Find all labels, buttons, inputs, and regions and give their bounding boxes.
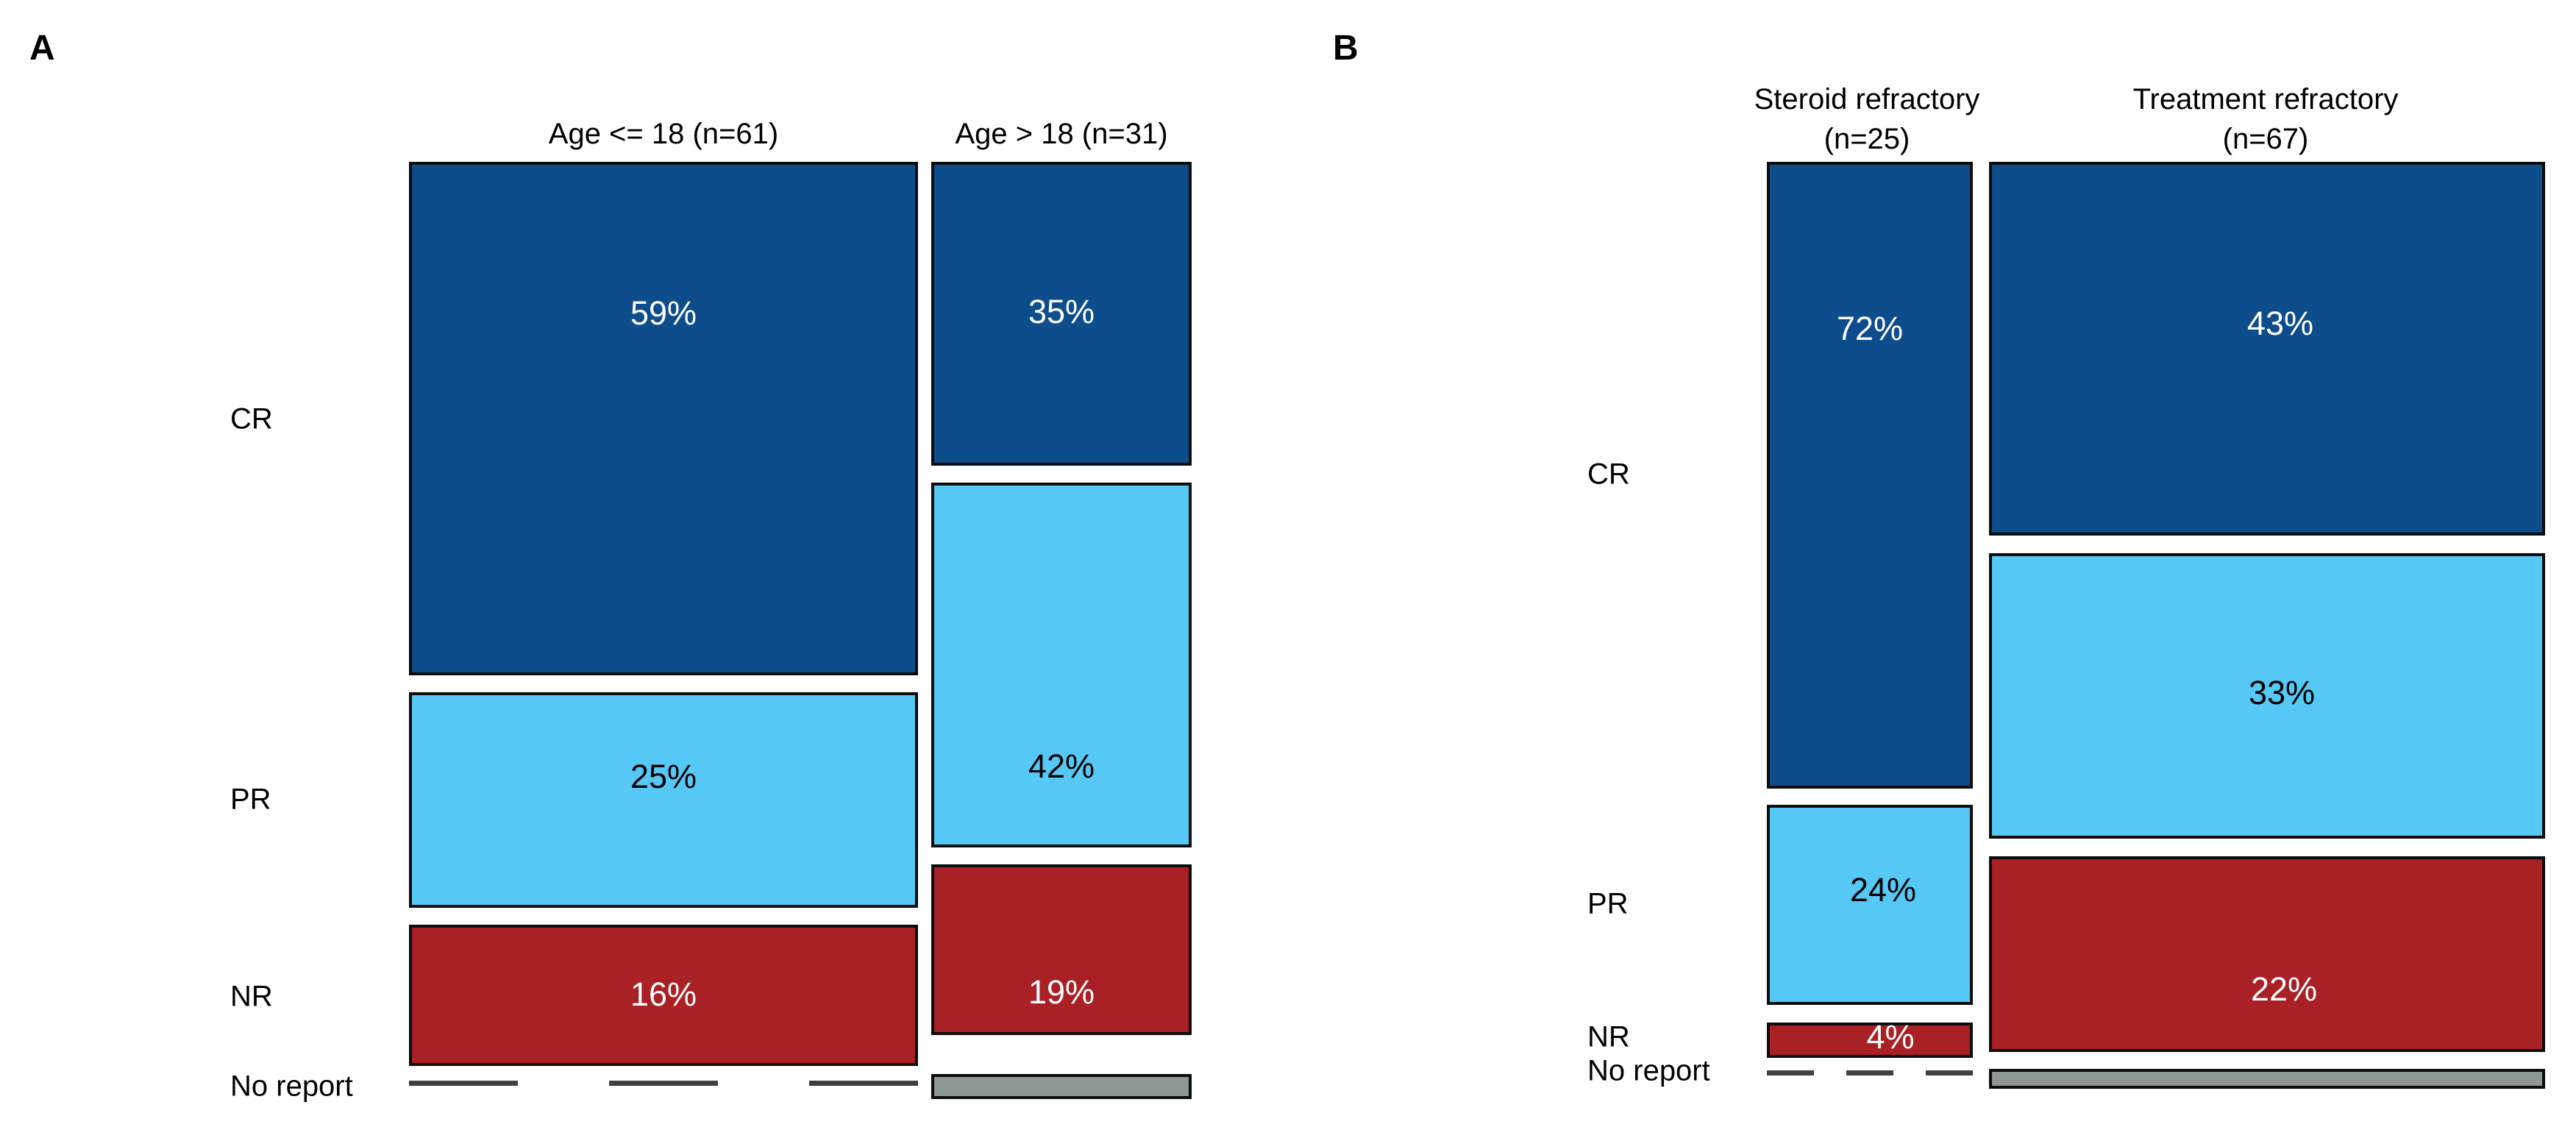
panel-a-letter: A [29,29,55,68]
row-label-cr-panel-b: CR [1587,458,1630,491]
row-label-nr-panel-a: NR [230,980,273,1013]
column-header-line: Steroid refractory [1754,83,1980,115]
column-header-age-le-18: Age <= 18 (n=61) [549,114,778,154]
segment-b-steroid-nr [1767,1023,1973,1058]
panel-b-letter: B [1333,29,1359,68]
percent-label-a-age-le18-pr: 25% [630,758,697,795]
no-report-dashed-line-a-age-le18 [409,1081,918,1086]
row-label-pr-panel-b: PR [1587,887,1629,920]
segment-b-treatment-pr [1989,553,2545,839]
row-label-pr-panel-a: PR [230,783,271,816]
percent-label-a-age-le18-cr: 59% [630,294,697,332]
no-report-gray-bar-b-treatment [1989,1069,2545,1089]
percent-label-a-age-le18-nr: 16% [630,975,697,1013]
percent-label-b-treatment-cr: 43% [2246,305,2314,342]
no-report-gray-bar-a-age-gt18 [931,1074,1192,1099]
row-label-no-report-panel-b: No report [1587,1054,1710,1087]
segment-a-age-gt18-pr [931,483,1192,847]
segment-b-steroid-cr [1767,162,1973,789]
percent-label-a-age-gt18-cr: 35% [1028,293,1095,330]
column-header-age-gt-18: Age > 18 (n=31) [955,114,1167,154]
percent-label-a-age-gt18-nr: 19% [1028,973,1095,1011]
segment-a-age-le18-cr [409,162,918,675]
no-report-dashed-line-b-steroid [1767,1070,1973,1076]
segment-b-treatment-cr [1989,162,2545,536]
percent-label-b-steroid-cr: 72% [1836,310,1904,347]
column-header-line: Age > 18 (n=31) [955,118,1168,150]
percent-label-b-treatment-nr: 22% [2250,970,2318,1008]
percent-label-a-age-gt18-pr: 42% [1028,747,1095,785]
segment-a-age-gt18-nr [931,864,1192,1035]
segment-a-age-le18-pr [409,692,918,908]
percent-label-b-steroid-pr: 24% [1849,871,1917,909]
segment-b-steroid-pr [1767,805,1973,1005]
percent-label-b-steroid-nr: 4% [1866,1018,1915,1056]
row-label-nr-panel-b: NR [1587,1020,1630,1053]
column-header-line: Age <= 18 (n=61) [548,118,779,150]
percent-label-b-treatment-pr: 33% [2248,674,2316,711]
row-label-cr-panel-a: CR [230,402,273,435]
segment-b-treatment-nr [1989,856,2545,1052]
segment-a-age-le18-nr [409,925,918,1066]
column-header-line: (n=67) [2222,123,2309,155]
segment-a-age-gt18-cr [931,162,1192,466]
column-header-line: (n=25) [1824,123,1910,155]
row-label-no-report-panel-a: No report [230,1070,353,1103]
column-header-line: Treatment refractory [2132,83,2399,115]
column-header-treatment-refractory: Treatment refractory (n=67) [2133,79,2399,159]
column-header-steroid-refractory: Steroid refractory (n=25) [1754,79,1980,159]
